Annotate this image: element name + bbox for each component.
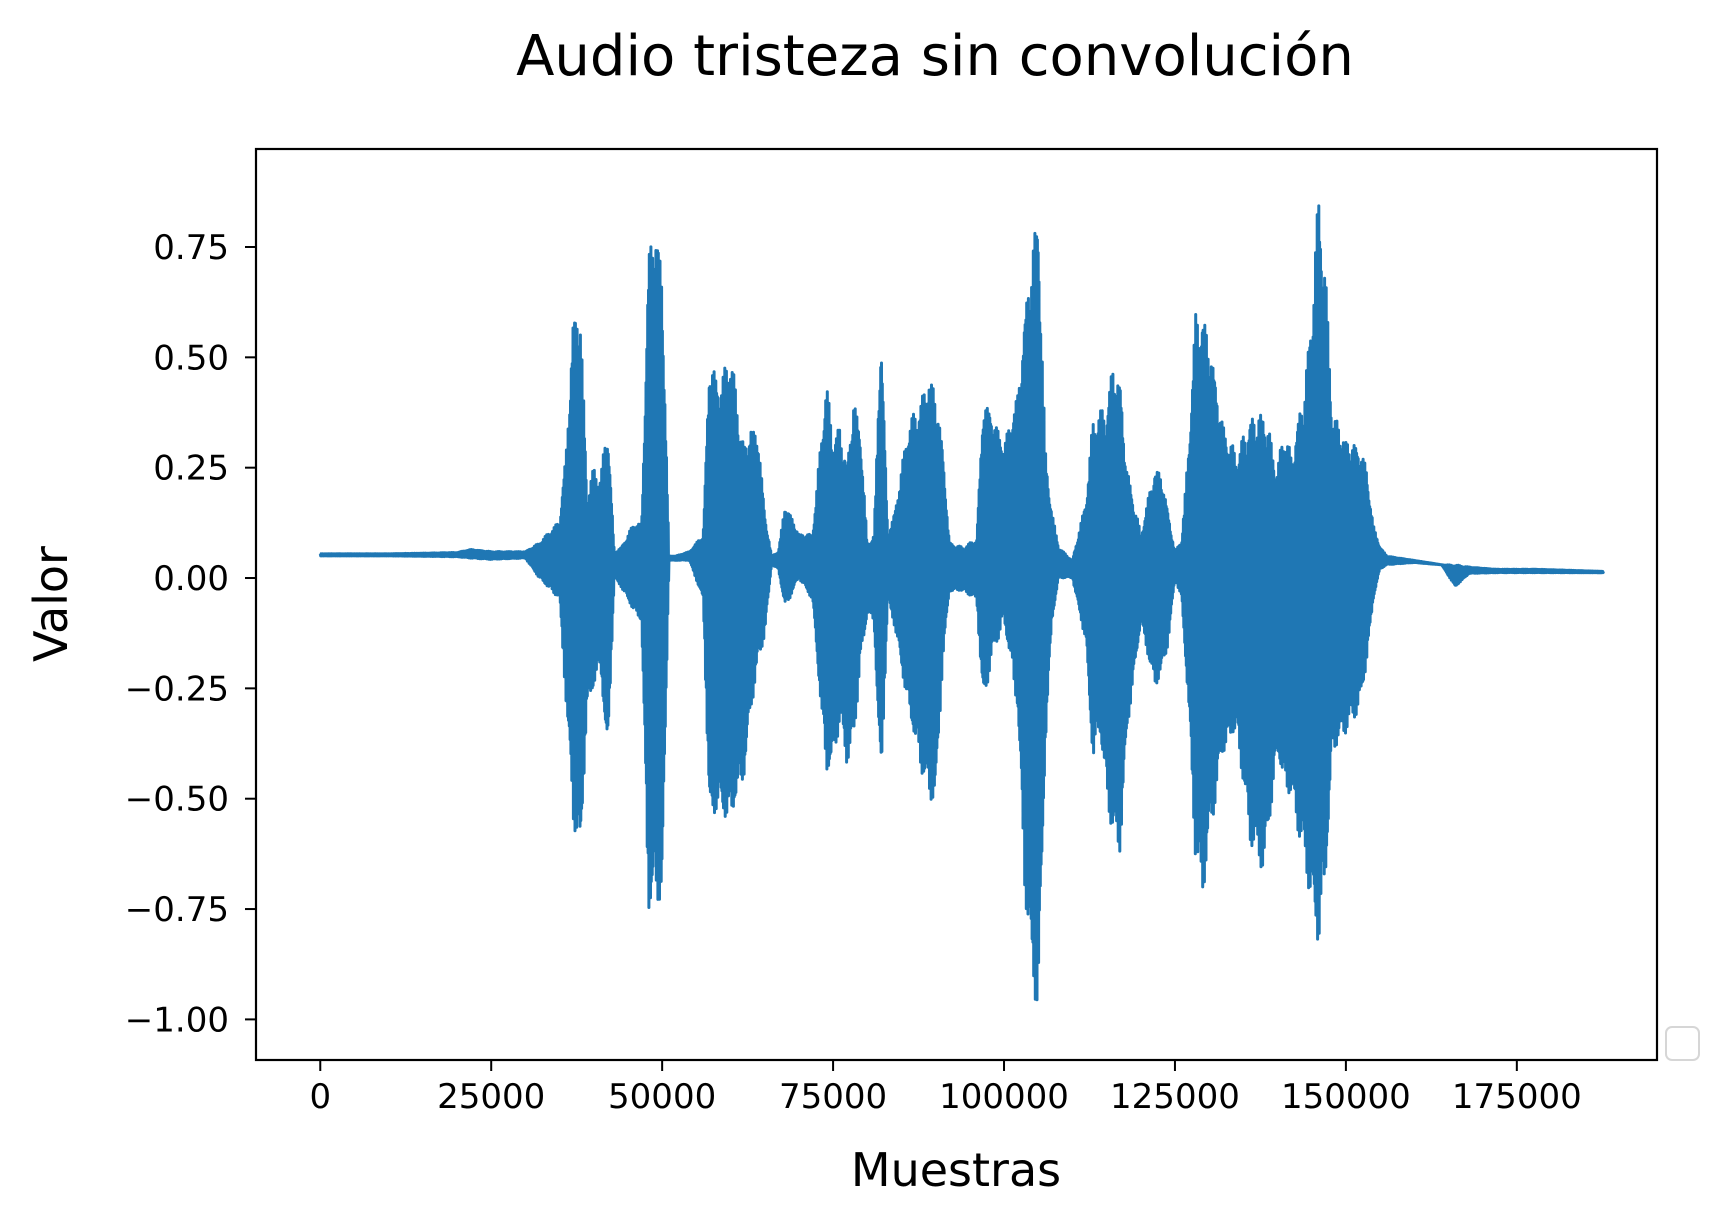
y-tick-label: −1.00 — [125, 1000, 229, 1040]
legend-box — [1665, 1026, 1700, 1061]
y-tick-label: 0.25 — [153, 449, 229, 489]
x-axis-ticks: 0 25000 50000 75000 100000 125000 150000 175000 — [309, 1060, 1582, 1117]
y-tick-label: 0.75 — [153, 228, 229, 268]
audio-waveform-line — [318, 204, 1605, 1002]
x-tick-label: 150000 — [1281, 1077, 1411, 1117]
y-tick-label: −0.75 — [125, 890, 229, 930]
x-tick-label: 0 — [309, 1077, 331, 1117]
x-tick-label: 100000 — [939, 1077, 1069, 1117]
x-tick-label: 25000 — [437, 1077, 545, 1117]
y-tick-label: 0.50 — [153, 338, 229, 378]
plot-area — [318, 204, 1605, 1002]
x-tick-label: 175000 — [1452, 1077, 1582, 1117]
y-tick-label: 0.00 — [153, 559, 229, 599]
x-axis-label: Muestras — [851, 1143, 1061, 1197]
y-tick-label: −0.50 — [125, 780, 229, 820]
chart-title: Audio tristeza sin convolución — [516, 24, 1354, 89]
y-axis-ticks: 0.75 0.50 0.25 0.00 −0.25 −0.50 −0.75 −1.00 — [125, 228, 256, 1040]
axes-frame — [254, 147, 1659, 1062]
x-tick-label: 125000 — [1110, 1077, 1240, 1117]
y-tick-label: −0.25 — [125, 669, 229, 709]
x-tick-label: 50000 — [608, 1077, 716, 1117]
y-axis-label: Valor — [24, 546, 78, 662]
x-tick-label: 75000 — [779, 1077, 887, 1117]
